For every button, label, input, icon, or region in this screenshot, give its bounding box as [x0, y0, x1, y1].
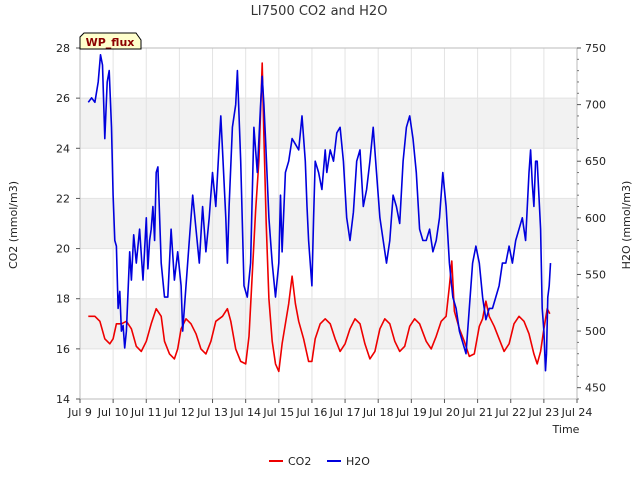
y-left-tick-label: 28 — [56, 42, 70, 55]
x-axis: Jul 9 Jul 10 Jul 11 Jul 12 Jul 13 Jul 14 Jul 1… — [67, 399, 592, 419]
y-left-tick-label: 14 — [56, 393, 70, 406]
background-band — [80, 198, 577, 249]
x-tick-label: Jul 23 — [527, 406, 559, 419]
y-right-tick-label: 700 — [585, 99, 606, 112]
x-tick-label: Jul 18 — [362, 406, 394, 419]
background-band — [80, 298, 577, 349]
x-tick-label: Jul 10 — [97, 406, 129, 419]
background-band — [80, 98, 577, 149]
y-axis-right: 450 500 550 600 650 700 750 — [577, 42, 606, 400]
x-tick-label: Jul 12 — [163, 406, 195, 419]
legend: CO2 H2O — [269, 455, 370, 468]
x-tick-label: Jul 17 — [329, 406, 361, 419]
y-right-tick-label: 650 — [585, 155, 606, 168]
x-tick-label: Jul 9 — [67, 406, 92, 419]
x-tick-label: Jul 20 — [428, 406, 460, 419]
y-axis-left-label: CO2 (mmol/m3) — [7, 181, 20, 269]
x-tick-label: Jul 24 — [561, 406, 593, 419]
chart-title: LI7500 CO2 and H2O — [251, 4, 388, 19]
legend-h2o-label: H2O — [346, 455, 370, 468]
x-tick-label: Jul 11 — [130, 406, 162, 419]
y-axis-left: 14 16 18 20 22 24 26 28 — [56, 42, 80, 406]
x-tick-label: Jul 13 — [196, 406, 228, 419]
y-right-tick-label: 550 — [585, 268, 606, 281]
y-left-tick-label: 20 — [56, 243, 70, 256]
x-tick-label: Jul 14 — [229, 406, 261, 419]
wp-flux-badge: WP_flux — [79, 32, 142, 50]
y-left-tick-label: 18 — [56, 293, 70, 306]
plot-area — [79, 47, 578, 400]
x-tick-label: Jul 22 — [494, 406, 526, 419]
x-axis-label: Time — [552, 423, 580, 436]
series-h2o-line — [87, 54, 552, 372]
x-tick-label: Jul 21 — [461, 406, 493, 419]
background-bands — [80, 98, 577, 349]
y-axis-right-label: H2O (mmol/m3) — [620, 181, 633, 270]
x-tick-label: Jul 15 — [262, 406, 294, 419]
y-left-tick-label: 16 — [56, 343, 70, 356]
y-left-tick-label: 22 — [56, 192, 70, 205]
y-left-tick-label: 26 — [56, 92, 70, 105]
series-group — [87, 54, 552, 373]
y-right-tick-label: 600 — [585, 212, 606, 225]
badge-text: WP_flux — [86, 36, 135, 49]
y-left-tick-label: 24 — [56, 142, 70, 155]
x-tick-label: Jul 19 — [395, 406, 427, 419]
y-right-tick-label: 450 — [585, 382, 606, 395]
y-right-tick-label: 500 — [585, 325, 606, 338]
series-co2-line — [88, 62, 551, 373]
x-tick-label: Jul 16 — [296, 406, 328, 419]
legend-co2-label: CO2 — [288, 455, 311, 468]
y-right-tick-label: 750 — [585, 42, 606, 55]
